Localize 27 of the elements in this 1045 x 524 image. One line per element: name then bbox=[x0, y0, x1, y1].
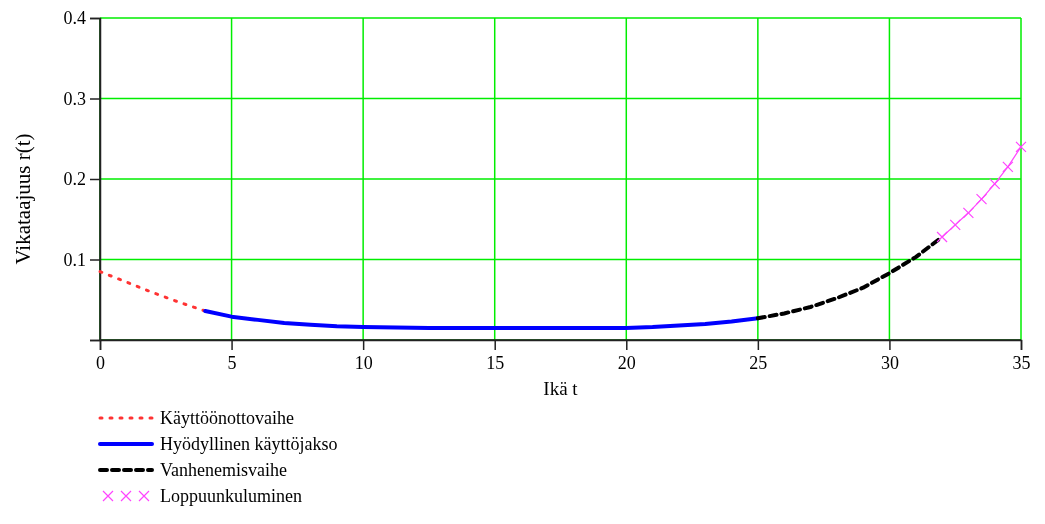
x-tick-label: 15 bbox=[486, 352, 505, 373]
x-tick-label: 10 bbox=[354, 352, 373, 373]
y-tick-label: 0.2 bbox=[63, 169, 86, 190]
y-axis-title: Vikataajuus r(t) bbox=[11, 133, 35, 265]
point bbox=[975, 193, 988, 205]
point bbox=[962, 207, 974, 219]
legend-label: Loppuunkuluminen bbox=[160, 486, 302, 506]
x-tick-label: 0 bbox=[96, 352, 105, 373]
x-tick-label: 25 bbox=[749, 352, 768, 373]
point bbox=[1015, 141, 1027, 153]
x-axis-title: Ikä t bbox=[543, 378, 579, 399]
legend-label: Hyödyllinen käyttöjakso bbox=[160, 434, 338, 454]
point bbox=[989, 178, 1001, 190]
line-series bbox=[203, 309, 760, 330]
line-series bbox=[98, 270, 207, 313]
legend-label: Käyttöönottovaihe bbox=[160, 408, 294, 428]
y-tick-label: 0.3 bbox=[63, 88, 86, 109]
y-tick-label: 0.4 bbox=[63, 8, 86, 29]
point bbox=[949, 219, 961, 231]
legend-label: Vanhenemisvaihe bbox=[160, 460, 287, 480]
x-tick-label: 20 bbox=[617, 352, 636, 373]
x-tick-label: 30 bbox=[880, 352, 899, 373]
point bbox=[1002, 161, 1014, 173]
x-tick-label: 5 bbox=[227, 352, 237, 373]
point bbox=[936, 231, 948, 243]
y-tick-label: 0.1 bbox=[63, 249, 86, 270]
x-tick-label: 35 bbox=[1012, 352, 1031, 373]
